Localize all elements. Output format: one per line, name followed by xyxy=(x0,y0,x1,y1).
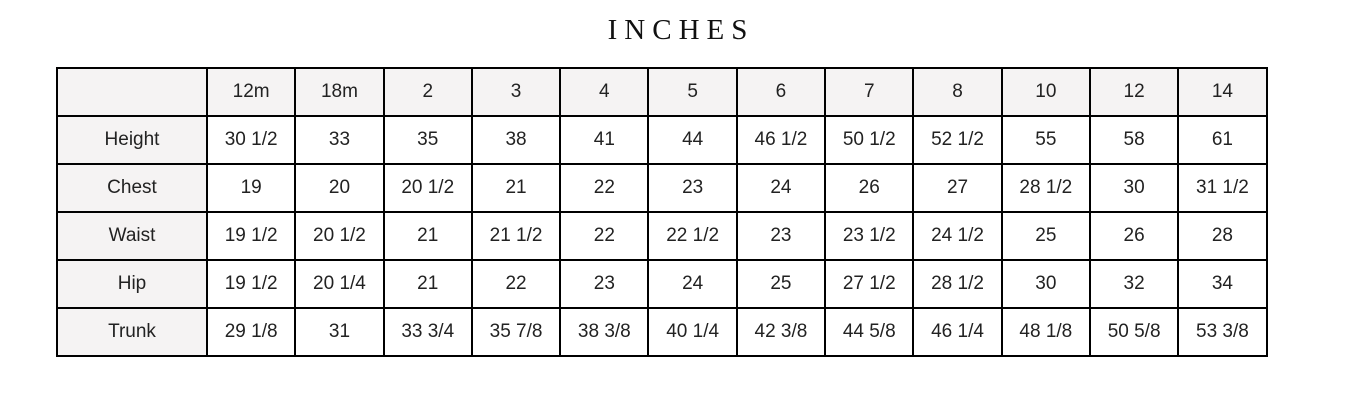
column-header: 7 xyxy=(824,67,915,117)
table-cell: 40 1/4 xyxy=(647,307,738,357)
table-row: Height 30 1/2 33 35 38 41 44 46 1/2 50 1/2 52 1/2… xyxy=(56,115,1268,165)
table-cell: 22 1/2 xyxy=(647,211,738,261)
column-header: 8 xyxy=(912,67,1003,117)
column-header: 12 xyxy=(1088,67,1180,117)
table-cell: 50 5/8 xyxy=(1088,307,1180,357)
column-header: 12m xyxy=(205,67,297,117)
column-header: 3 xyxy=(470,67,562,117)
table-cell: 22 xyxy=(470,259,562,309)
table-cell: 34 xyxy=(1177,259,1268,309)
table-cell: 24 xyxy=(735,163,827,213)
table-cell: 52 1/2 xyxy=(912,115,1003,165)
table-cell: 22 xyxy=(559,211,650,261)
table-cell: 23 1/2 xyxy=(824,211,915,261)
table-cell: 22 xyxy=(559,163,650,213)
table-cell: 20 xyxy=(294,163,385,213)
table-cell: 25 xyxy=(1000,211,1091,261)
corner-cell xyxy=(56,67,208,117)
table-cell: 31 1/2 xyxy=(1177,163,1268,213)
table-cell: 19 xyxy=(205,163,297,213)
size-chart-table: 12m 18m 2 3 4 5 6 7 8 10 12 14 Height 30 1/2 33 35 38 41 4… xyxy=(56,67,1268,357)
row-label: Height xyxy=(56,115,208,165)
row-label: Hip xyxy=(56,259,208,309)
table-cell: 61 xyxy=(1177,115,1268,165)
table-cell: 28 xyxy=(1177,211,1268,261)
column-header: 14 xyxy=(1177,67,1268,117)
table-row: Hip 19 1/2 20 1/4 21 22 23 24 25 27 1/2 28 1/2 30 3… xyxy=(56,259,1268,309)
table-cell: 19 1/2 xyxy=(205,259,297,309)
page-title: INCHES xyxy=(607,14,755,46)
table-cell: 25 xyxy=(735,259,827,309)
table-row: Trunk 29 1/8 31 33 3/4 35 7/8 38 3/8 40 1/4 42 … xyxy=(56,307,1268,357)
table-cell: 30 xyxy=(1000,259,1091,309)
table-cell: 42 3/8 xyxy=(735,307,827,357)
table-cell: 20 1/4 xyxy=(294,259,385,309)
table-cell: 28 1/2 xyxy=(912,259,1003,309)
table-cell: 21 1/2 xyxy=(470,211,562,261)
header-row: 12m 18m 2 3 4 5 6 7 8 10 12 14 xyxy=(56,67,1268,117)
table-cell: 35 7/8 xyxy=(470,307,562,357)
table-cell: 58 xyxy=(1088,115,1180,165)
table-cell: 24 1/2 xyxy=(912,211,1003,261)
row-label: Chest xyxy=(56,163,208,213)
row-label: Waist xyxy=(56,211,208,261)
table-cell: 21 xyxy=(382,259,473,309)
table-cell: 44 5/8 xyxy=(824,307,915,357)
table-cell: 20 1/2 xyxy=(294,211,385,261)
table-cell: 19 1/2 xyxy=(205,211,297,261)
column-header: 18m xyxy=(294,67,385,117)
table-cell: 28 1/2 xyxy=(1000,163,1091,213)
table-cell: 38 xyxy=(470,115,562,165)
table-cell: 53 3/8 xyxy=(1177,307,1268,357)
table-cell: 30 xyxy=(1088,163,1180,213)
table-cell: 41 xyxy=(559,115,650,165)
table-cell: 26 xyxy=(824,163,915,213)
column-header: 5 xyxy=(647,67,738,117)
table-cell: 26 xyxy=(1088,211,1180,261)
table-cell: 55 xyxy=(1000,115,1091,165)
table-cell: 48 1/8 xyxy=(1000,307,1091,357)
table-cell: 21 xyxy=(382,211,473,261)
table-cell: 27 xyxy=(912,163,1003,213)
table-cell: 23 xyxy=(559,259,650,309)
column-header: 10 xyxy=(1000,67,1091,117)
table-cell: 23 xyxy=(735,211,827,261)
table-cell: 30 1/2 xyxy=(205,115,297,165)
table-row: Waist 19 1/2 20 1/2 21 21 1/2 22 22 1/2 23 23 1/… xyxy=(56,211,1268,261)
table-cell: 38 3/8 xyxy=(559,307,650,357)
table-cell: 33 3/4 xyxy=(382,307,473,357)
column-header: 6 xyxy=(735,67,827,117)
table-cell: 46 1/4 xyxy=(912,307,1003,357)
table-cell: 35 xyxy=(382,115,473,165)
table-cell: 23 xyxy=(647,163,738,213)
table-cell: 46 1/2 xyxy=(735,115,827,165)
table-row: Chest 19 20 20 1/2 21 22 23 24 26 27 28 1/2 30 31 1/… xyxy=(56,163,1268,213)
table-cell: 31 xyxy=(294,307,385,357)
table-cell: 21 xyxy=(470,163,562,213)
column-header: 2 xyxy=(382,67,473,117)
row-label: Trunk xyxy=(56,307,208,357)
table-cell: 20 1/2 xyxy=(382,163,473,213)
table-cell: 27 1/2 xyxy=(824,259,915,309)
table-cell: 33 xyxy=(294,115,385,165)
table-cell: 44 xyxy=(647,115,738,165)
table-cell: 24 xyxy=(647,259,738,309)
table-cell: 32 xyxy=(1088,259,1180,309)
column-header: 4 xyxy=(559,67,650,117)
table-cell: 29 1/8 xyxy=(205,307,297,357)
table-cell: 50 1/2 xyxy=(824,115,915,165)
